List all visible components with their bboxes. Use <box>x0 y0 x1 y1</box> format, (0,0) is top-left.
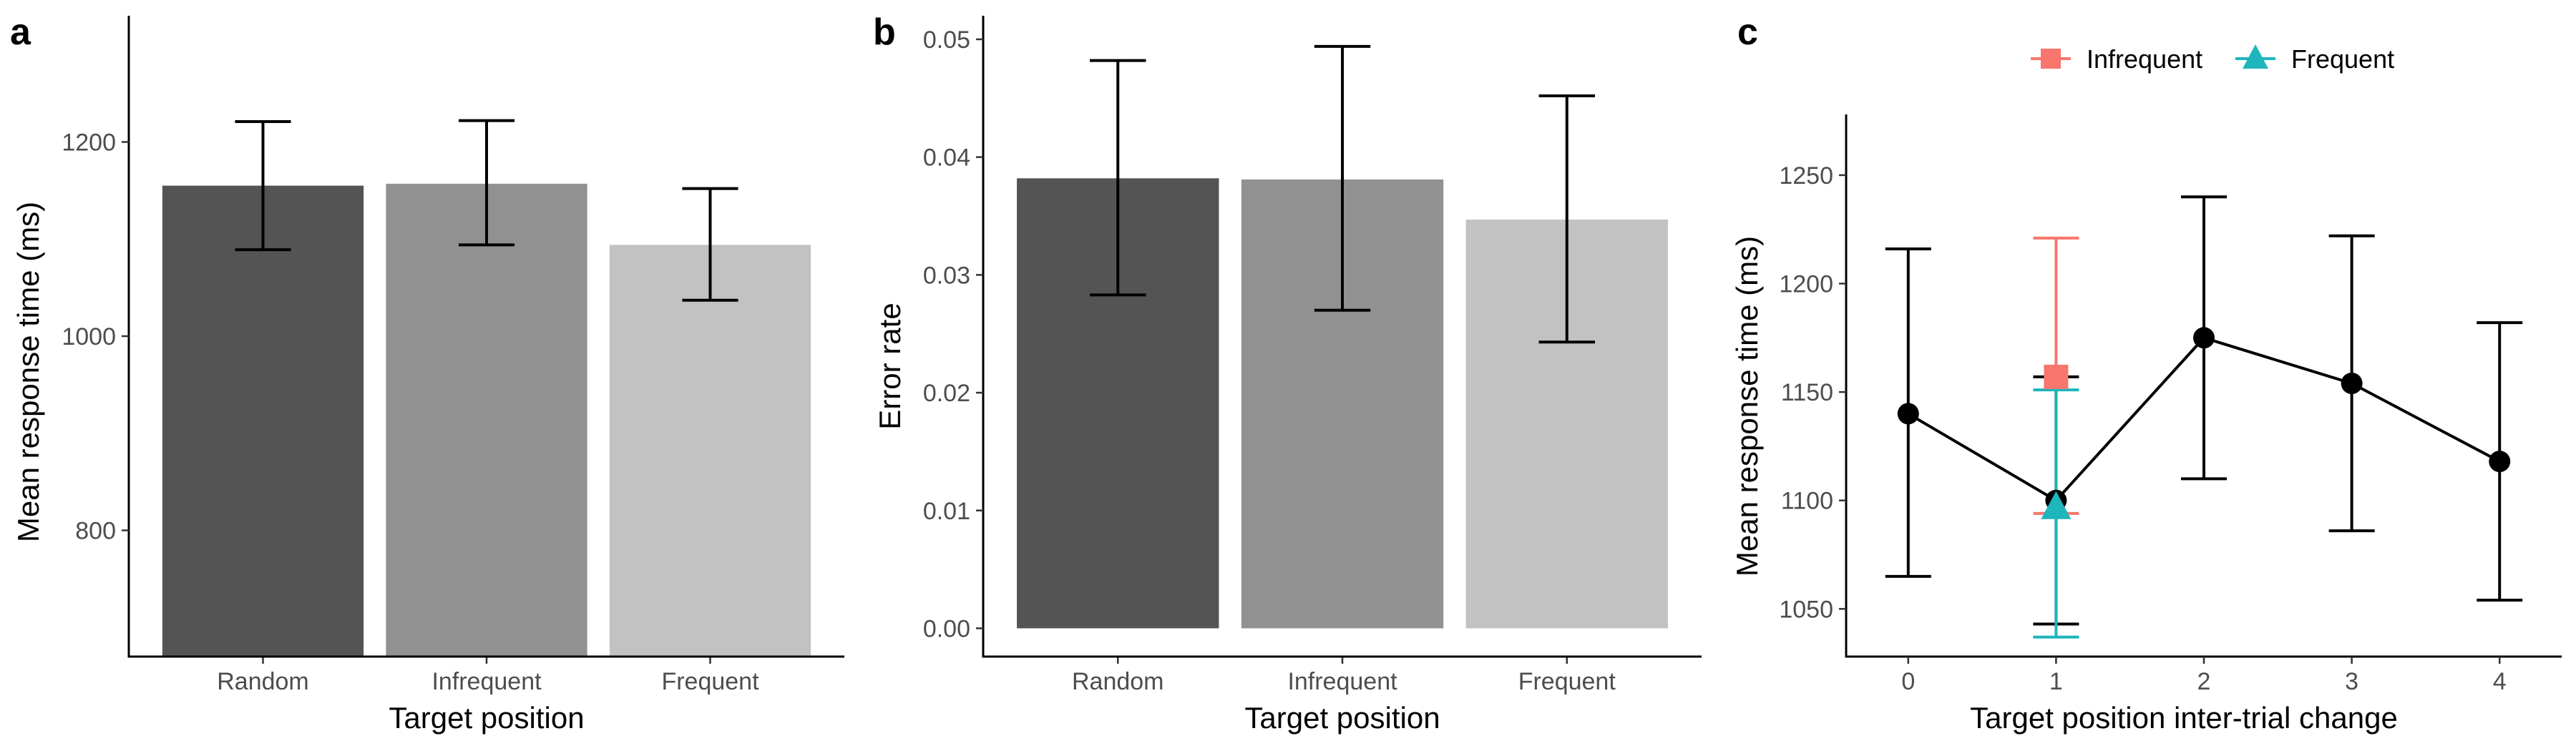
error-bar-frequent <box>1538 94 1595 344</box>
panel-b-axes: Random Infrequent Frequent 0.00 0.01 0.02 0.03… <box>923 16 1702 695</box>
panel-b-letter: b <box>873 11 896 53</box>
panel-c-plot <box>1885 195 2523 639</box>
panel-a: a Random Infrequent Frequent 800 1000 1200 Ta… <box>10 11 844 735</box>
panel-a-axes: Random Infrequent Frequent 800 1000 1200 <box>62 16 844 695</box>
panel-a-bars <box>162 183 811 657</box>
y-tick-label-4: 1250 <box>1779 162 1833 190</box>
legend-item-frequent: Frequent <box>2235 44 2394 74</box>
x-tick-label-0: 0 <box>1901 668 1915 695</box>
y-tick-label-1: 1100 <box>1781 488 1833 515</box>
panel-c-legend: Infrequent Frequent <box>2031 44 2394 74</box>
y-tick-label-2: 0.02 <box>923 380 970 407</box>
panel-b-error-bars <box>1090 44 1595 344</box>
point-overall-0 <box>1897 403 1919 425</box>
x-tick-label-3: 3 <box>2345 668 2358 695</box>
axis-lines <box>982 16 1702 658</box>
error-bar-infrequent <box>1314 44 1371 312</box>
y-tick-label-0: 1050 <box>1779 596 1833 623</box>
legend-frequent-triangle-icon <box>2243 44 2268 69</box>
x-tick-label-4: 4 <box>2493 668 2507 695</box>
x-tick-label-2: 2 <box>2197 668 2211 695</box>
legend-infrequent-label: Infrequent <box>2087 44 2202 74</box>
y-tick-label-2: 1200 <box>62 129 116 156</box>
panel-c-axes: 1050 1100 1150 1200 1250 0 1 2 3 4 <box>1779 114 2562 695</box>
error-bar-random <box>1090 59 1146 297</box>
x-tick-label-infrequent: Infrequent <box>431 668 542 695</box>
point-frequent-1 <box>2041 491 2072 519</box>
y-tick-label-3: 1200 <box>1779 270 1833 298</box>
panel-b-y-axis-title: Error rate <box>873 303 907 429</box>
x-tick-label-frequent: Frequent <box>661 668 759 695</box>
y-tick-label-1: 1000 <box>62 323 116 350</box>
panel-a-error-bars <box>235 119 738 302</box>
legend-infrequent-square-icon <box>2041 49 2061 69</box>
error-bar-frequent <box>682 187 738 302</box>
panel-c-x-axis-title: Target position inter-trial change <box>1970 701 2398 735</box>
error-bar-infrequent <box>458 119 515 247</box>
y-tick-label-3: 0.03 <box>923 262 970 289</box>
panel-a-x-axis-title: Target position <box>389 701 584 735</box>
legend-frequent-label: Frequent <box>2291 44 2394 74</box>
panel-c: c Infrequent Frequent 105011001150120012… <box>1730 11 2562 735</box>
y-tick-label-0: 800 <box>75 518 116 545</box>
bar-frequent <box>609 245 811 657</box>
y-tick-label-0: 0.00 <box>923 615 970 642</box>
x-tick-label-frequent: Frequent <box>1518 668 1616 695</box>
panel-a-y-axis-title: Mean response time (ms) <box>11 202 45 542</box>
panel-b: b Random Infrequent Frequent 0.00 0.01 0.02 0.… <box>873 11 1702 735</box>
x-tick-label-1: 1 <box>2049 668 2063 695</box>
point-infrequent-1 <box>2044 364 2069 389</box>
x-tick-label-infrequent: Infrequent <box>1287 668 1397 695</box>
x-tick-label-random: Random <box>1072 668 1164 695</box>
y-tick-label-1: 0.01 <box>923 498 970 525</box>
point-overall-3 <box>2341 372 2363 394</box>
bar-random <box>162 185 364 657</box>
bar-infrequent <box>386 183 587 657</box>
y-tick-label-5: 0.05 <box>923 26 970 54</box>
panel-c-letter: c <box>1737 11 1758 53</box>
y-tick-label-4: 0.04 <box>923 144 970 172</box>
x-tick-label-random: Random <box>217 668 309 695</box>
error-bar-random <box>235 119 291 252</box>
legend-item-infrequent: Infrequent <box>2031 44 2202 74</box>
point-overall-4 <box>2489 451 2511 473</box>
axis-lines <box>1845 114 2562 658</box>
y-tick-label-2: 1150 <box>1781 379 1833 406</box>
panel-c-y-axis-title: Mean response time (ms) <box>1730 236 1764 576</box>
panel-b-x-axis-title: Target position <box>1244 701 1440 735</box>
axis-lines <box>127 16 844 658</box>
panel-a-letter: a <box>10 11 31 53</box>
point-overall-2 <box>2193 327 2215 349</box>
